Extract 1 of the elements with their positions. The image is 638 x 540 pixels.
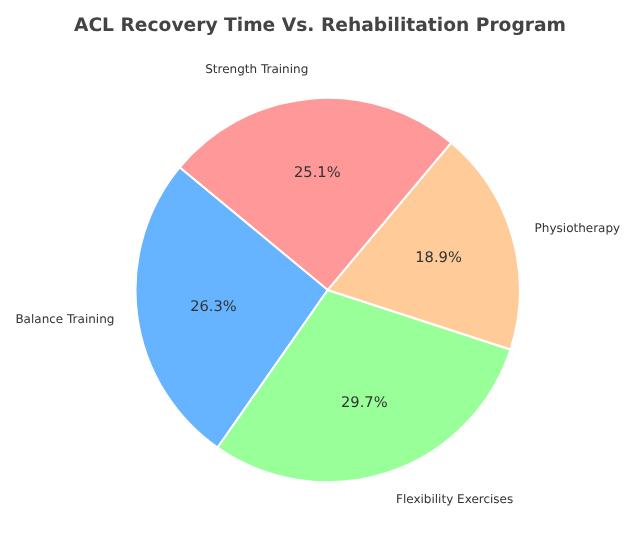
chart-title: ACL Recovery Time Vs. Rehabilitation Program	[73, 15, 567, 37]
